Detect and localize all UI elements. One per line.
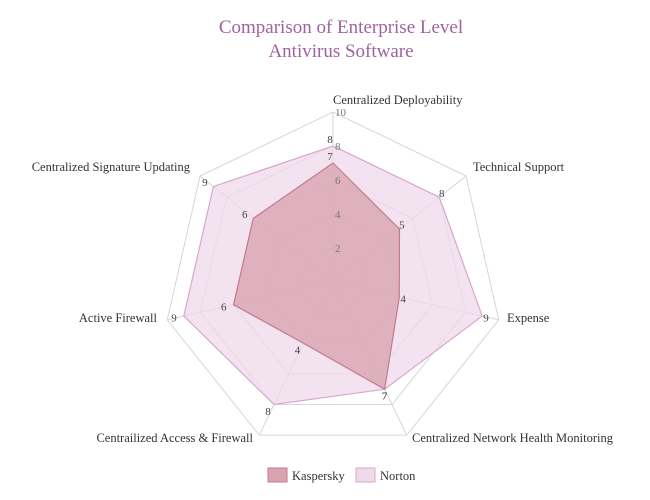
series-area-kaspersky[interactable] xyxy=(232,162,401,391)
data-label-norton-3: 7 xyxy=(382,391,388,403)
radar-series xyxy=(183,145,483,406)
axis-label-1: Technical Support xyxy=(473,160,565,174)
data-label-norton-1: 8 xyxy=(439,188,445,200)
legend: Kaspersky Norton xyxy=(267,467,416,483)
data-label-kaspersky-1: 5 xyxy=(399,220,405,232)
data-label-norton-5: 9 xyxy=(171,313,177,325)
data-label-kaspersky-5: 6 xyxy=(221,301,227,313)
axis-label-4: Centrailized Access & Firewall xyxy=(96,431,253,445)
data-label-norton-0: 8 xyxy=(327,134,333,146)
chart-title-line-1: Comparison of Enterprise Level xyxy=(219,17,463,38)
tick-label-6: 6 xyxy=(335,175,341,187)
legend-label-kaspersky[interactable]: Kaspersky xyxy=(292,469,346,483)
tick-label-4: 4 xyxy=(335,209,341,221)
tick-label-10: 10 xyxy=(335,107,347,119)
grid-ring-10 xyxy=(166,111,500,436)
axis-label-2: Expense xyxy=(507,311,550,325)
axis-label-3: Centralized Network Health Monitoring xyxy=(412,431,614,445)
data-label-kaspersky-2: 4 xyxy=(400,294,406,306)
data-label-norton-2: 9 xyxy=(483,313,489,325)
data-label-kaspersky-6: 6 xyxy=(242,209,248,221)
axis-label-5: Active Firewall xyxy=(79,311,158,325)
axis-labels: Centralized Deployability Technical Suppo… xyxy=(32,93,614,445)
data-label-kaspersky-0: 7 xyxy=(327,151,333,163)
axis-label-0: Centralized Deployability xyxy=(333,93,463,107)
legend-swatch-kaspersky[interactable] xyxy=(267,467,288,483)
tick-label-2: 2 xyxy=(335,243,341,255)
tick-label-8: 8 xyxy=(335,141,341,153)
chart-title-line-2: Antivirus Software xyxy=(268,41,413,62)
data-label-norton-6: 9 xyxy=(202,177,208,189)
data-label-kaspersky-3: 7 xyxy=(382,391,388,403)
radial-ticks: 2 4 6 8 10 xyxy=(335,107,347,255)
axis-label-6: Centralized Signature Updating xyxy=(32,160,191,174)
data-label-norton-4: 8 xyxy=(265,406,271,418)
legend-swatch-norton[interactable] xyxy=(355,467,376,483)
legend-label-norton[interactable]: Norton xyxy=(380,469,416,483)
data-label-kaspersky-4: 4 xyxy=(295,345,301,357)
